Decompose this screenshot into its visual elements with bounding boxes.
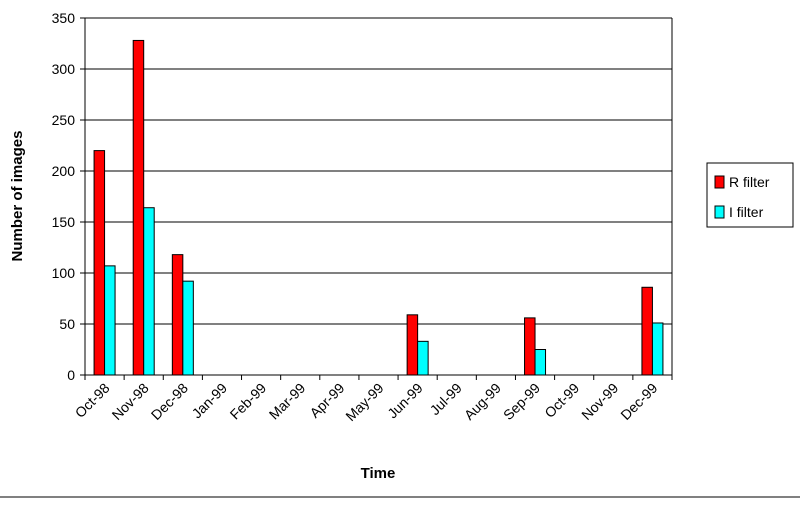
bar [182, 280, 194, 376]
legend-label: I filter [729, 204, 764, 220]
y-tick-label: 0 [67, 367, 75, 383]
y-tick-label: 100 [52, 265, 76, 281]
legend-swatch [714, 175, 725, 189]
bar [171, 254, 184, 376]
y-tick-label: 250 [52, 112, 76, 128]
y-tick-label: 150 [52, 214, 76, 230]
y-tick-label: 350 [52, 10, 76, 26]
x-tick-label: Jun-99 [384, 380, 426, 422]
x-tick-label: Feb-99 [227, 380, 270, 423]
bar [406, 314, 419, 376]
x-tick-label: Jan-99 [189, 380, 231, 422]
bar [132, 39, 145, 376]
x-tick-label: Apr-99 [306, 380, 347, 421]
legend-swatch [714, 205, 725, 219]
bar [143, 207, 155, 376]
x-tick-label: Dec-98 [148, 380, 191, 423]
bar [417, 340, 429, 376]
bar [534, 349, 547, 376]
y-tick-label: 50 [59, 316, 75, 332]
x-axis-title: Time [361, 465, 396, 482]
legend-label: R filter [729, 174, 770, 190]
bar [641, 286, 653, 376]
x-tick-label: Mar-99 [266, 380, 309, 423]
x-tick-label: Nov-98 [109, 380, 152, 423]
y-tick-label: 300 [52, 61, 76, 77]
x-tick-label: Jul-99 [427, 380, 465, 418]
bar [651, 322, 664, 376]
x-tick-label: Dec-99 [617, 380, 660, 423]
y-tick-label: 200 [52, 163, 76, 179]
x-tick-label: Sep-99 [500, 380, 543, 423]
x-tick-label: Nov-99 [578, 380, 621, 423]
bar [93, 150, 106, 376]
x-tick-label: Aug-99 [461, 380, 504, 423]
x-tick-label: Oct-99 [541, 380, 582, 421]
y-axis-title: Number of images [9, 131, 26, 262]
bar [104, 265, 116, 376]
x-tick-label: Oct-98 [72, 380, 113, 421]
x-tick-label: May-99 [342, 380, 386, 424]
bar [524, 317, 536, 376]
